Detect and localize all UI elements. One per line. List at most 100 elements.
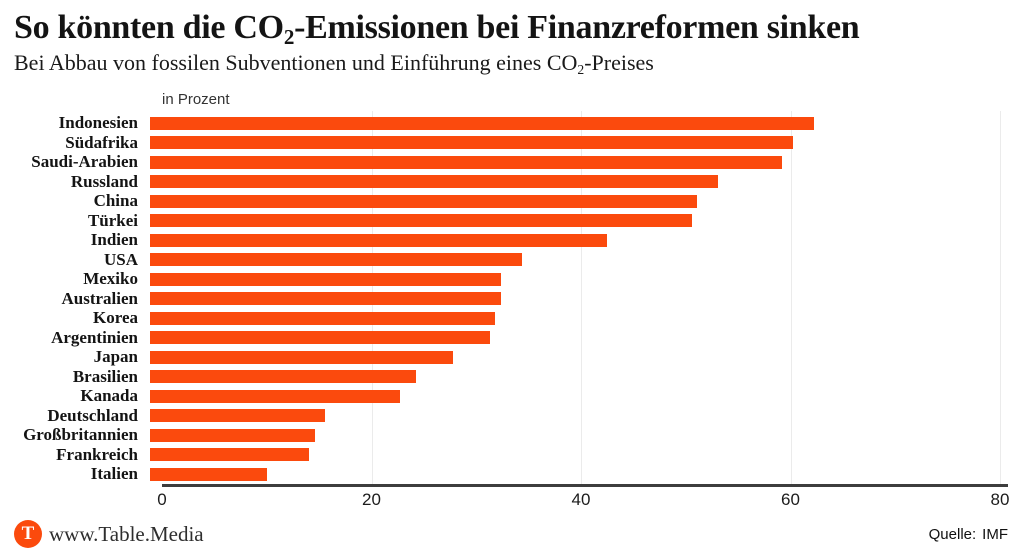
chart-row: Russland <box>14 172 1000 192</box>
category-label: Frankreich <box>56 444 138 464</box>
subtitle-text: Bei Abbau von fossilen Subventionen und … <box>14 50 578 76</box>
bar <box>150 155 783 169</box>
gridline <box>790 111 792 484</box>
chart-row: Indonesien <box>14 113 1000 133</box>
bar <box>150 175 719 189</box>
category-label: Indonesien <box>58 113 138 133</box>
x-tick-label: 40 <box>571 489 591 509</box>
category-label: Japan <box>93 347 138 367</box>
source-attribution: Quelle: IMF <box>929 526 1008 543</box>
bar <box>150 467 267 481</box>
category-label: Türkei <box>87 210 138 230</box>
category-label: Deutschland <box>47 405 138 425</box>
x-axis-line <box>162 483 1008 487</box>
bar-track <box>150 467 1000 481</box>
site-url: www.Table.Media <box>49 521 204 546</box>
x-tick-label: 80 <box>990 489 1010 509</box>
x-axis-ticks: 0 20 40 60 80 <box>157 487 1009 511</box>
chart-row: Türkei <box>14 211 1000 231</box>
chart-row: USA <box>14 250 1000 270</box>
bar <box>150 389 400 403</box>
chart-row: China <box>14 191 1000 211</box>
bar-track <box>150 155 1000 169</box>
bar <box>150 370 416 384</box>
bar-track <box>150 253 1000 267</box>
gridline <box>581 111 582 484</box>
footer: T www.Table.Media Quelle: IMF <box>14 520 1008 548</box>
bar-track <box>150 214 1000 228</box>
chart-row: Brasilien <box>14 367 1000 387</box>
bar-track <box>150 448 1000 462</box>
category-label: Mexiko <box>83 269 138 289</box>
chart-title: So könnten die CO2-Emissionen bei Finanz… <box>14 8 1024 49</box>
bar-track <box>150 292 1000 306</box>
bar <box>150 448 310 462</box>
bar-track <box>150 272 1000 286</box>
logo-letter: T <box>21 523 35 544</box>
bar-track <box>150 428 1000 442</box>
chart-row: Deutschland <box>14 406 1000 426</box>
category-label: Kanada <box>80 386 138 406</box>
bar <box>150 409 326 423</box>
bar-track <box>150 175 1000 189</box>
chart-row: Japan <box>14 347 1000 367</box>
x-tick-label: 20 <box>362 489 381 509</box>
header: So könnten die CO2-Emissionen bei Finanz… <box>14 0 1024 77</box>
x-tick-label: 60 <box>781 489 800 509</box>
bar-track <box>150 409 1000 423</box>
bar <box>150 194 698 208</box>
title-text: So könnten die CO <box>14 9 284 46</box>
bar <box>150 331 490 345</box>
bar-track <box>150 331 1000 345</box>
gridline <box>1000 111 1001 484</box>
chart-row: Argentinien <box>14 328 1000 348</box>
source-label: Quelle: <box>928 525 977 543</box>
subtitle-text-2: -Preises <box>584 50 654 76</box>
bar <box>150 311 496 325</box>
subtitle-subscript: 2 <box>577 61 585 77</box>
category-label: Italien <box>90 464 138 484</box>
chart-row: Mexiko <box>14 269 1000 289</box>
chart-rows: Indonesien Südafrika Saudi-Arabien Russland… <box>14 113 1000 484</box>
chart-row: Südafrika <box>14 133 1000 153</box>
bar-track <box>150 350 1000 364</box>
category-label: Indien <box>90 230 138 250</box>
chart-row: Korea <box>14 308 1000 328</box>
bar-track <box>150 136 1000 150</box>
bar-chart: Indonesien Südafrika Saudi-Arabien Russland… <box>14 111 1009 511</box>
brand: T www.Table.Media <box>14 520 204 548</box>
chart-row: Australien <box>14 289 1000 309</box>
chart-row: Großbritannien <box>14 425 1000 445</box>
x-tick-label: 0 <box>157 489 167 509</box>
bar-track <box>150 233 1000 247</box>
bar <box>150 136 793 150</box>
category-label: Korea <box>92 308 138 328</box>
chart-row: Italien <box>14 464 1000 484</box>
bar <box>150 350 453 364</box>
bar-track <box>150 194 1000 208</box>
table-media-logo-icon: T <box>14 520 42 548</box>
chart-row: Indien <box>14 230 1000 250</box>
category-label: USA <box>103 249 138 269</box>
chart-row: Frankreich <box>14 445 1000 465</box>
title-text-2: -Emissionen bei Finanzreformen sinken <box>294 9 860 46</box>
category-label: Australien <box>61 288 139 308</box>
bar <box>150 116 815 130</box>
source-value: IMF <box>982 525 1008 543</box>
category-label: Südafrika <box>65 132 138 152</box>
bar <box>150 253 522 267</box>
category-label: Großbritannien <box>23 425 138 445</box>
bar <box>150 214 692 228</box>
bar <box>150 233 607 247</box>
bar-track <box>150 311 1000 325</box>
bar <box>150 292 501 306</box>
bar-track <box>150 389 1000 403</box>
bar <box>150 272 501 286</box>
title-subscript: 2 <box>283 24 295 49</box>
bar-track <box>150 116 1000 130</box>
chart-row: Kanada <box>14 386 1000 406</box>
bar-track <box>150 370 1000 384</box>
category-label: Saudi-Arabien <box>31 152 138 172</box>
chart-subtitle: Bei Abbau von fossilen Subventionen und … <box>14 50 1024 77</box>
